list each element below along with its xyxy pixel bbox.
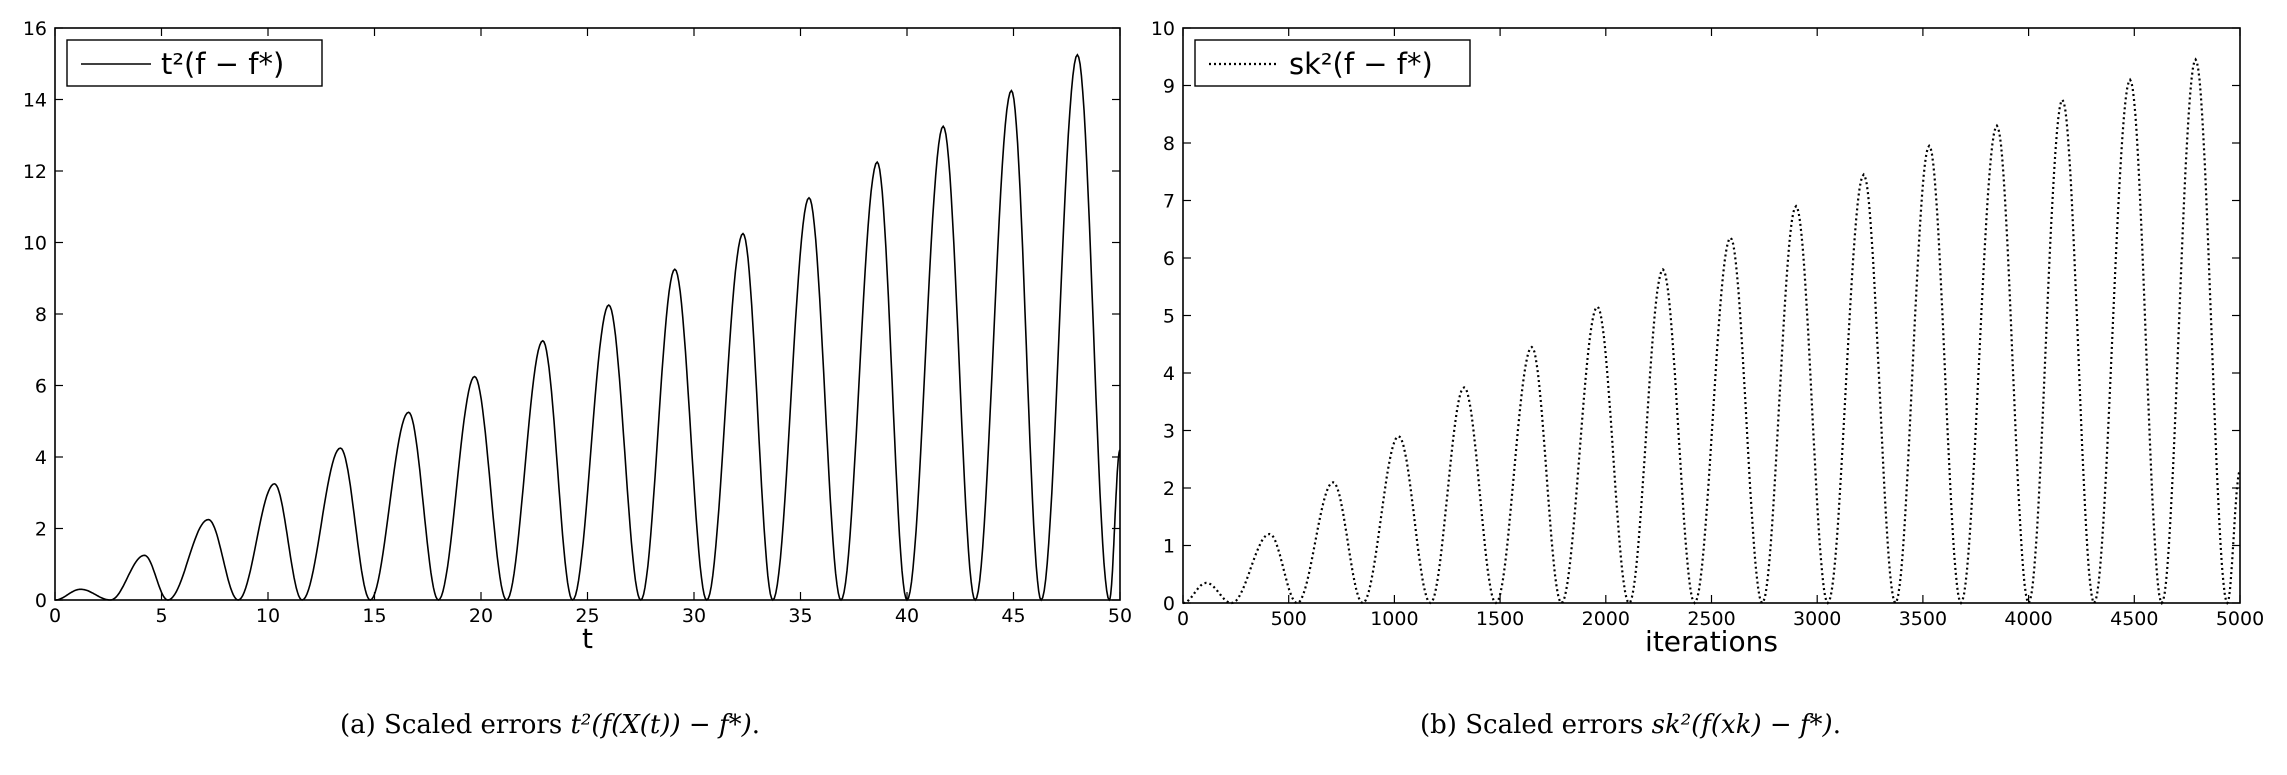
x-tick-label: 20 (469, 605, 493, 627)
plot-frame (1182, 27, 2241, 604)
chart-a: 0 5 10 15 20 25 30 35 40 45 50 0 2 4 6 8 10 12 14 16 t t²(f −… (23, 18, 1132, 655)
plot-frame (54, 27, 1121, 601)
y-tick-label: 1 (1163, 536, 1175, 558)
caption-b: (b) Scaled errors sk²(f(xk) − f*). (1420, 710, 1841, 740)
x-tick-label: 40 (895, 605, 919, 627)
x-tick-label: 3500 (1899, 608, 1947, 630)
y-tick-label: 8 (1163, 133, 1175, 155)
y-tick-label: 6 (35, 376, 47, 398)
y-tick-label: 6 (1163, 248, 1175, 270)
y-tick-label: 0 (1163, 593, 1175, 615)
x-axis-label: iterations (1645, 625, 1778, 658)
y-tick-label: 2 (35, 519, 47, 541)
chart-b: 0 500 1000 1500 2000 2500 3000 3500 4000 4500 5000… (1151, 18, 2264, 658)
caption-b-prefix: (b) Scaled errors (1420, 710, 1652, 740)
caption-b-math: sk²(f(xk) − f*) (1651, 710, 1833, 740)
x-tick-label: 10 (256, 605, 280, 627)
y-tick-label: 7 (1163, 191, 1175, 213)
y-tick-label: 5 (1163, 306, 1175, 328)
legend-box (66, 39, 323, 87)
x-tick-label: 0 (49, 605, 61, 627)
caption-b-suffix: . (1832, 710, 1841, 740)
x-tick-label: 15 (362, 605, 386, 627)
x-tick-label: 1000 (1370, 608, 1418, 630)
caption-a-prefix: (a) Scaled errors (340, 710, 571, 740)
x-tick-label: 3000 (1793, 608, 1841, 630)
y-tick-label: 8 (35, 304, 47, 326)
y-tick-label: 4 (35, 447, 47, 469)
x-tick-label: 45 (1001, 605, 1025, 627)
y-tick-label: 9 (1163, 76, 1175, 98)
caption-a-math: t²(f(X(t)) − f*) (570, 710, 752, 740)
caption-a-suffix: . (751, 710, 761, 740)
caption-a: (a) Scaled errors t²(f(X(t)) − f*). (340, 710, 760, 740)
y-tick-label: 14 (23, 90, 47, 112)
x-tick-label: 25 (575, 605, 599, 627)
x-tick-label: 30 (682, 605, 706, 627)
y-tick-label: 4 (1163, 363, 1175, 385)
x-tick-label: 1500 (1476, 608, 1524, 630)
x-tick-label: 5000 (2216, 608, 2264, 630)
x-tick-label: 35 (788, 605, 812, 627)
x-tick-label: 500 (1271, 608, 1307, 630)
series-line (1182, 57, 2241, 606)
x-tick-label: 2500 (1687, 608, 1735, 630)
y-tick-label: 10 (23, 233, 47, 255)
x-tick-label: 5 (155, 605, 167, 627)
y-tick-label: 12 (23, 161, 47, 183)
series-line (55, 53, 1121, 602)
y-tick-label: 16 (23, 18, 47, 40)
x-tick-label: 4500 (2110, 608, 2158, 630)
y-tick-label: 3 (1163, 421, 1175, 443)
x-tick-label: 4000 (2004, 608, 2052, 630)
legend-label: t²(f − f*) (161, 47, 284, 81)
x-tick-label: 2000 (1582, 608, 1630, 630)
x-axis-label: t (582, 622, 593, 655)
legend-label: sk²(f − f*) (1289, 47, 1433, 81)
x-tick-label: 50 (1108, 605, 1132, 627)
x-tick-label: 0 (1177, 608, 1189, 630)
y-tick-label: 2 (1163, 478, 1175, 500)
y-tick-label: 10 (1151, 18, 1175, 40)
y-tick-label: 0 (35, 590, 47, 612)
